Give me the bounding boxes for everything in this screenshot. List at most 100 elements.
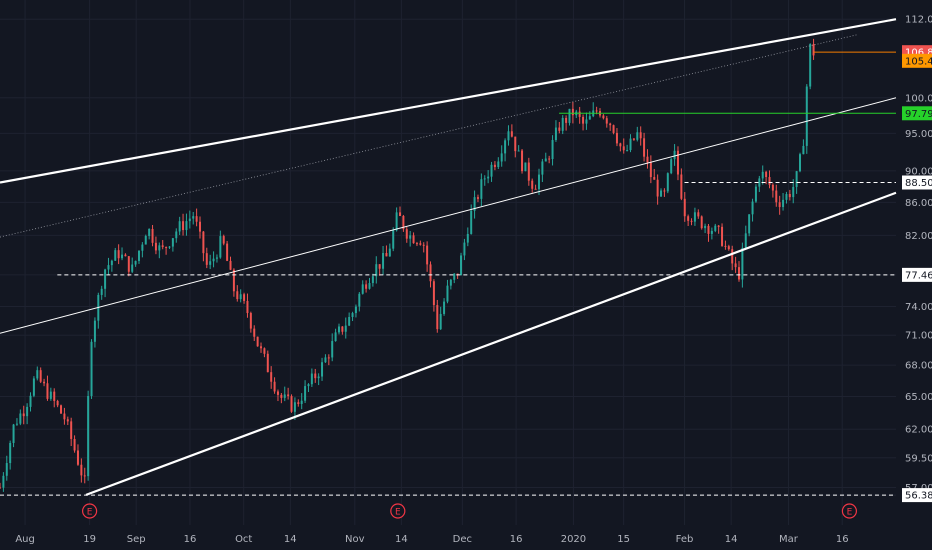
candle-body	[290, 396, 293, 412]
candle-body	[297, 402, 300, 404]
level-price-tag[interactable]	[902, 106, 932, 121]
candle-body	[56, 400, 59, 406]
candle-body	[107, 265, 110, 270]
candle-body	[209, 261, 212, 265]
candle-body	[493, 164, 496, 168]
time-axis[interactable]: Aug 19 Sep 16 Oct 14 Nov 14 Dec 16 2020 15 Feb 14 Mar 1…	[15, 534, 848, 545]
candle-body	[676, 150, 679, 175]
candle-body	[260, 346, 263, 349]
candle-body	[334, 332, 337, 342]
candle-body	[554, 127, 557, 141]
price-axis[interactable]: 112.00 100.00 95.00 90.00 86.00 82.00 74.00 71.…	[902, 15, 932, 503]
candle-body	[212, 258, 215, 262]
price-tick-label: 95.00	[905, 129, 932, 140]
candle-body	[754, 186, 757, 202]
candle-body	[127, 256, 130, 272]
candle-body	[66, 419, 69, 422]
candle-body	[148, 228, 151, 236]
candle-body	[737, 267, 740, 280]
candle-body	[670, 159, 673, 174]
price-tick-label: 86.00	[905, 198, 932, 209]
candle-body	[795, 171, 798, 187]
earnings-event-icon[interactable]	[81, 503, 98, 519]
candle-body	[22, 413, 25, 417]
candle-body	[300, 400, 303, 404]
candle-body	[165, 247, 168, 249]
candle-body	[497, 161, 500, 168]
candle-body	[721, 226, 724, 246]
candle-body	[409, 235, 412, 239]
trendline-lower-channel[interactable]	[85, 191, 897, 496]
time-tick-label: Dec	[453, 534, 472, 545]
event-label: E	[87, 508, 93, 518]
candle-body	[521, 150, 524, 172]
candle-body	[32, 378, 35, 396]
candle-body	[144, 235, 147, 245]
candle-body	[188, 218, 191, 222]
candle-body	[236, 291, 239, 300]
time-tick-label: Feb	[676, 534, 694, 545]
level-price-tag[interactable]	[902, 175, 932, 190]
candle-body	[266, 353, 269, 373]
candle-body	[392, 230, 395, 249]
candle-body	[656, 179, 659, 197]
candle-body	[399, 212, 402, 216]
time-tick-label: Aug	[15, 534, 35, 545]
candle-body	[134, 260, 137, 265]
candle-body	[104, 269, 107, 289]
candle-body	[500, 153, 503, 162]
level-price-tag[interactable]	[902, 488, 932, 503]
candle-body	[636, 132, 639, 140]
candle-body	[178, 221, 181, 232]
candle-body	[707, 225, 710, 234]
candle-body	[222, 236, 225, 244]
candle-body	[263, 348, 266, 354]
candle-body	[768, 177, 771, 185]
candle-body	[605, 118, 608, 124]
candle-body	[466, 233, 469, 243]
level-price-tag-text: 88.50	[905, 178, 932, 189]
candle-body	[660, 190, 663, 197]
candle-body	[439, 313, 442, 330]
level-price-tag[interactable]	[902, 267, 932, 282]
candle-body	[273, 381, 276, 392]
candle-body	[253, 328, 256, 337]
time-tick-label: 16	[836, 534, 849, 545]
candle-body	[368, 283, 371, 289]
candle-body	[741, 247, 744, 280]
earnings-event-icon[interactable]	[390, 503, 406, 519]
earnings-event-icon[interactable]	[841, 503, 858, 519]
candle-body	[751, 201, 754, 215]
price-tag[interactable]	[902, 53, 932, 68]
candle-body	[36, 370, 39, 379]
candle-body	[710, 230, 713, 234]
candle-body	[602, 115, 605, 119]
candle-body	[100, 288, 103, 295]
candle-body	[385, 253, 388, 257]
price-tag-text: 105.48	[905, 56, 932, 67]
candle-body	[331, 341, 334, 358]
candle-body	[680, 174, 683, 199]
candle-body	[19, 413, 22, 424]
candle-body	[792, 186, 795, 198]
candle-body	[802, 145, 805, 155]
candle-body	[683, 198, 686, 217]
candle-body	[615, 132, 618, 144]
candle-body	[43, 381, 46, 384]
candle-body	[93, 320, 96, 342]
trendlines	[0, 18, 897, 496]
candle-body	[534, 188, 537, 190]
candle-body	[76, 450, 79, 465]
time-tick-label: Sep	[127, 534, 146, 545]
candle-body	[653, 177, 656, 180]
candle-body	[26, 406, 29, 417]
candle-body	[337, 326, 340, 333]
candle-body	[673, 150, 676, 160]
trendline-mid-channel[interactable]	[0, 97, 897, 334]
candle-body	[571, 108, 574, 116]
trendline-upper-channel[interactable]	[0, 18, 897, 184]
candle-body	[761, 171, 764, 179]
candle-body	[388, 248, 391, 257]
candle-body	[117, 250, 120, 259]
